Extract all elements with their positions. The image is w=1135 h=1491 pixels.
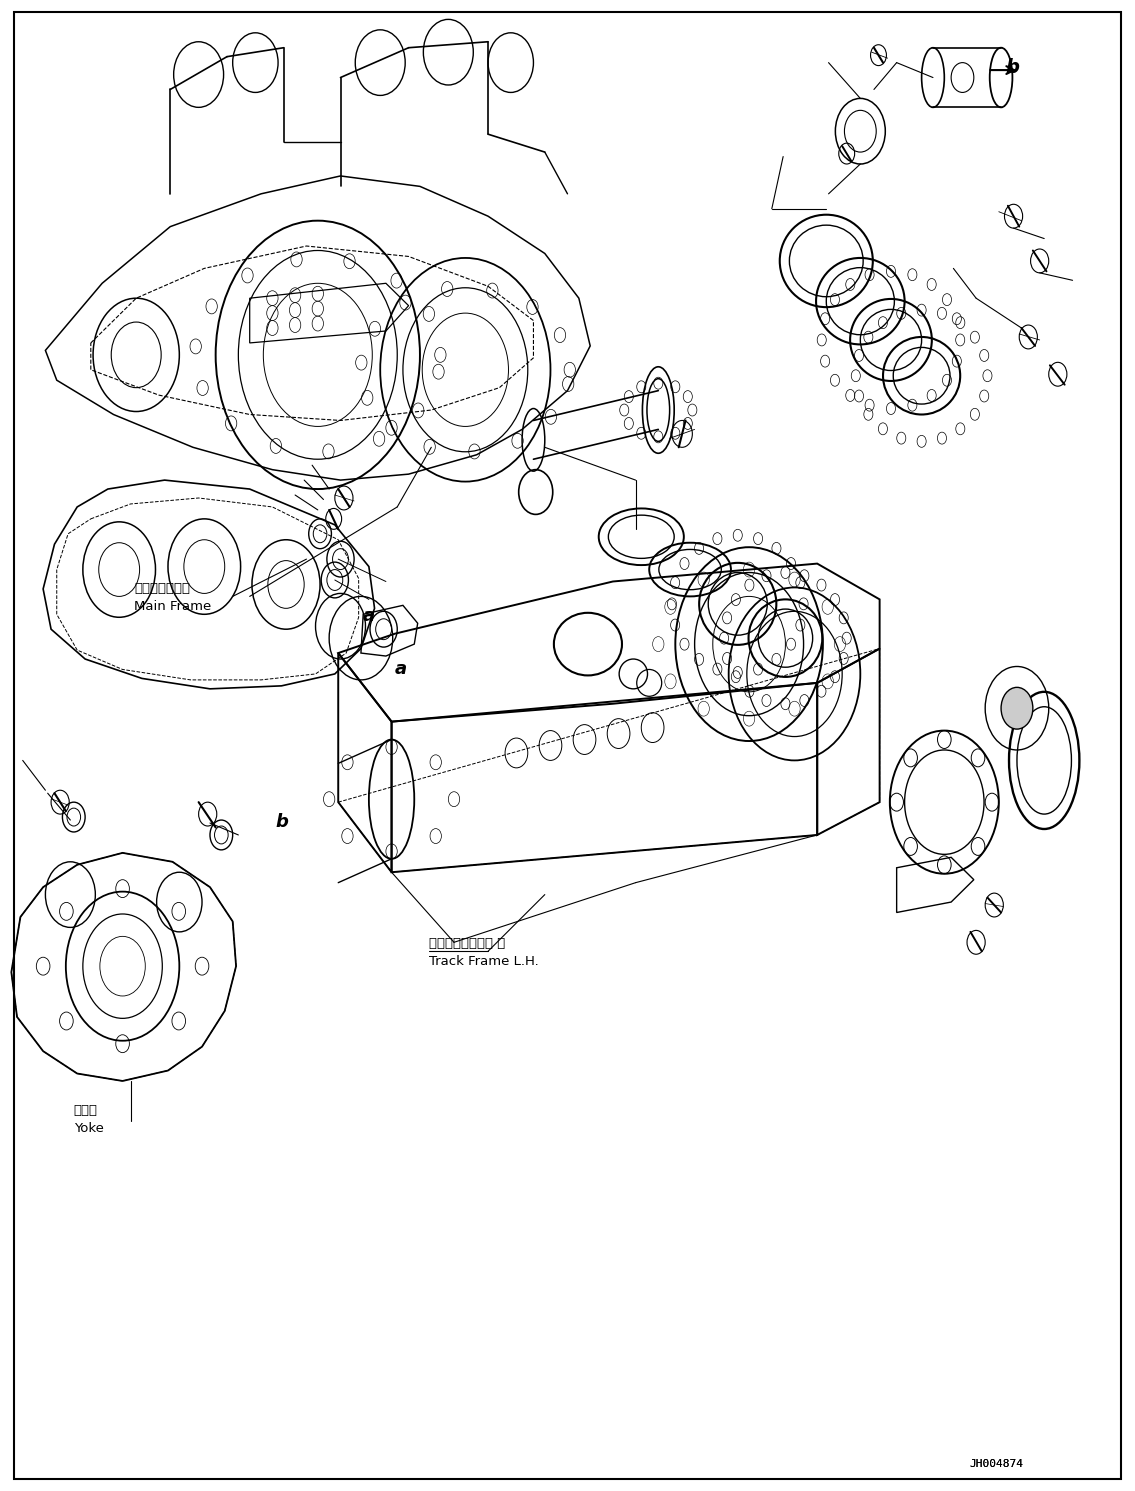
Text: メインフレーム: メインフレーム [134,583,190,595]
Text: Yoke: Yoke [74,1123,103,1135]
Text: b: b [275,813,288,830]
Text: ヨーク: ヨーク [74,1105,98,1117]
Text: a: a [395,661,406,678]
Text: Main Frame: Main Frame [134,601,211,613]
Ellipse shape [1001,687,1033,729]
Text: b: b [1006,58,1019,76]
Text: Track Frame L.H.: Track Frame L.H. [429,956,539,968]
Text: a: a [363,607,375,625]
Text: トラックフレーム 左: トラックフレーム 左 [429,938,505,950]
Text: JH004874: JH004874 [969,1460,1024,1469]
Text: JH004874: JH004874 [969,1460,1024,1469]
